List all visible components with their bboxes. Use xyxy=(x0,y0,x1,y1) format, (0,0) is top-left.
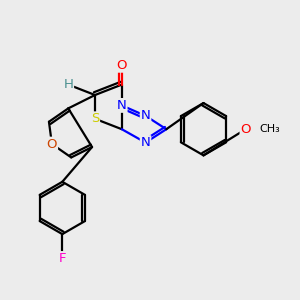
Text: S: S xyxy=(91,112,99,125)
Text: N: N xyxy=(141,136,150,149)
Text: O: O xyxy=(116,59,127,72)
Text: H: H xyxy=(63,78,73,91)
Text: O: O xyxy=(47,138,57,151)
Text: CH₃: CH₃ xyxy=(260,124,280,134)
Text: N: N xyxy=(141,109,150,122)
Text: N: N xyxy=(117,99,127,112)
Text: F: F xyxy=(58,252,66,265)
Text: O: O xyxy=(241,123,251,136)
